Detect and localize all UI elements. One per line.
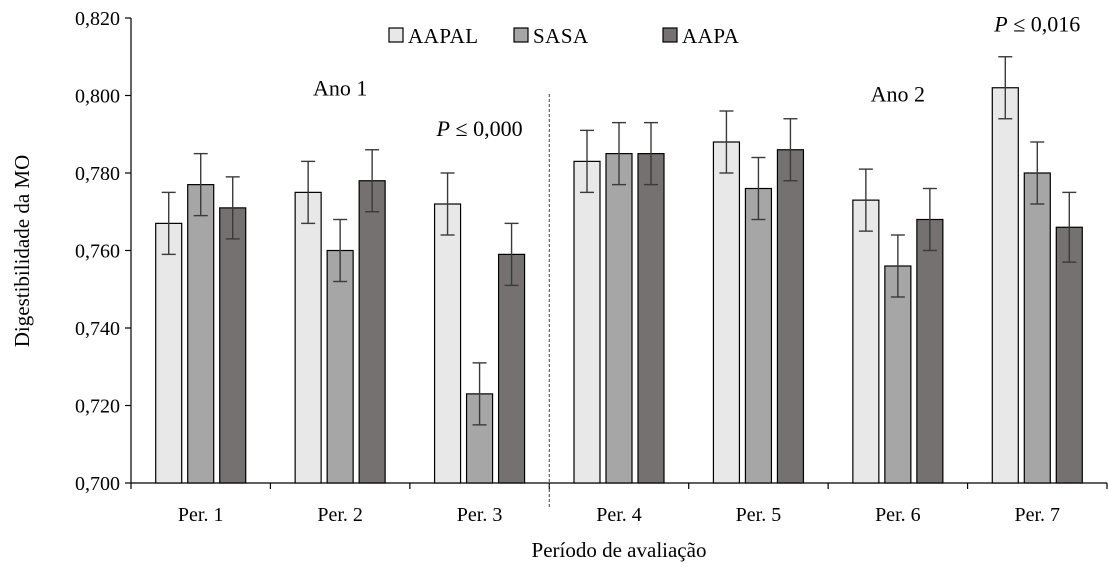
bar-aapa-5 [776, 149, 805, 484]
y-tick-label: 0,720 [75, 396, 120, 418]
legend-swatch-sasa [513, 27, 529, 43]
annotation-p-value: ≤ 0,016 [1008, 12, 1081, 37]
x-tick-label: Per. 1 [178, 504, 224, 526]
y-tick-label: 0,820 [75, 8, 120, 30]
bar-aapa-4 [637, 153, 665, 484]
bar-sasa-4 [605, 153, 633, 484]
bar-sasa-6 [884, 265, 912, 484]
bar-aapal-3 [433, 203, 462, 484]
bar-sasa-7 [1023, 172, 1051, 484]
annotation: P ≤ 0,000 [436, 116, 523, 141]
bar-sasa-1 [187, 184, 215, 484]
annotation: Ano 1 [313, 76, 367, 101]
bar-aapa-6 [916, 218, 944, 484]
x-tick-label: Per. 3 [457, 504, 503, 526]
legend-label-sasa: SASA [533, 24, 589, 48]
bar-sasa-2 [326, 249, 354, 484]
y-tick-label: 0,760 [75, 241, 120, 263]
y-tick-label: 0,700 [75, 473, 120, 495]
y-tick-label: 0,780 [75, 163, 120, 185]
bar-aapal-1 [155, 222, 183, 484]
legend-swatch-aapa [662, 27, 678, 43]
y-tick-label: 0,740 [75, 318, 120, 340]
bar-aapal-5 [712, 141, 741, 484]
bar-sasa-5 [744, 187, 773, 484]
y-axis: 0,700 0,720 0,740 0,760 0,780 0,800 0,820 [75, 8, 132, 495]
y-axis-title: Digestibilidade da MO [10, 155, 34, 347]
bars [155, 87, 1083, 484]
bar-aapal-6 [852, 199, 880, 484]
bar-aapal-2 [294, 191, 322, 484]
legend-swatch-aapal [388, 27, 404, 43]
x-tick-label: Per. 4 [596, 504, 642, 526]
annotation-p-symbol: P [436, 116, 450, 141]
x-tick-label: Per. 6 [875, 504, 921, 526]
legend-label-aapal: AAPAL [408, 24, 479, 48]
x-tick-label: Per. 5 [736, 504, 782, 526]
bar-aapa-2 [358, 180, 386, 484]
annotation-p-symbol: P [993, 12, 1007, 37]
x-tick-label: Per. 2 [317, 504, 363, 526]
bar-aapa-7 [1055, 226, 1083, 484]
error-bars [161, 56, 1077, 426]
y-tick-label: 0,800 [75, 86, 120, 108]
bar-aapa-3 [497, 253, 526, 484]
annotation: P ≤ 0,016 [993, 12, 1080, 37]
annotation: Ano 2 [871, 81, 925, 106]
bar-aapa-1 [219, 207, 247, 484]
legend: AAPAL SASA AAPA [388, 24, 740, 48]
bar-aapal-4 [573, 160, 601, 484]
x-axis-title: Período de avaliação [532, 538, 707, 562]
legend-label-aapa: AAPA [682, 24, 740, 48]
annotation-p-value: ≤ 0,000 [450, 116, 523, 141]
annotations: Ano 1 P ≤ 0,000 Ano 2 P ≤ 0,016 [313, 12, 1080, 142]
bar-aapal-7 [991, 87, 1019, 484]
x-tick-label: Per. 7 [1015, 504, 1061, 526]
